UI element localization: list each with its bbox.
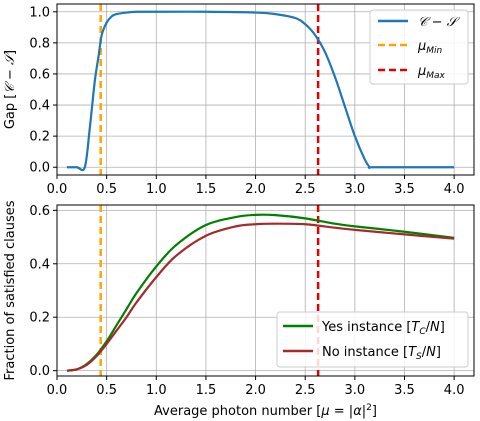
y-tick-label-fraction: 0.2 — [29, 311, 50, 326]
series-line-cs — [66, 10, 455, 172]
legend-box-fraction — [276, 311, 469, 368]
x-tick-label-fraction: 3.5 — [394, 383, 415, 398]
legend-label-yes: Yes instance [TC/N] — [321, 320, 445, 337]
axes-frame-fraction — [56, 204, 475, 377]
legend-label-mu-max-top: μMax — [417, 64, 446, 81]
y-tick-label-gap: 0.4 — [29, 99, 50, 114]
y-axis-label-fraction: Fraction of satisfied clauses — [3, 200, 18, 380]
legend-label-cs: 𝒞 − 𝒮 — [418, 15, 461, 30]
legend-box-gap — [369, 9, 469, 85]
x-tick-label-gap: 4.0 — [444, 182, 465, 197]
x-tick-label-fraction: 2.0 — [245, 383, 266, 398]
x-axis-label: Average photon number [μ = |α|2] — [154, 403, 377, 419]
legend-label-no: No instance [TS/N] — [322, 345, 441, 362]
y-tick-label-fraction: 0.0 — [29, 364, 50, 379]
legend-fraction: Yes instance [TC/N] No instance [TS/N] — [276, 311, 469, 368]
axes-frame-gap — [56, 3, 475, 176]
x-tick-label-gap: 1.0 — [146, 182, 167, 197]
x-tick-label-fraction: 2.5 — [295, 383, 316, 398]
y-tick-label-gap: 0.6 — [29, 67, 50, 82]
x-tick-label-gap: 1.5 — [196, 182, 217, 197]
x-tick-label-fraction: 0.0 — [47, 383, 68, 398]
x-tick-label-fraction: 1.5 — [196, 383, 217, 398]
x-tick-label-gap: 0.0 — [47, 182, 68, 197]
y-axis-label-gap: Gap [𝒞 − 𝒮] — [3, 50, 18, 129]
y-tick-label-gap: 1.0 — [29, 5, 50, 20]
panel-fraction: 0.0 0.5 1.0 1.5 2.0 2.5 3.0 3.5 4.00.00.20.40.6 … — [3, 200, 475, 419]
legend-label-mu-min-top: μMin — [417, 39, 443, 56]
panel-gap: 0.0 0.5 1.0 1.5 2.0 2.5 3.0 3.5 4.0 0.0 0.2 0.4 0.6 0… — [3, 3, 475, 197]
series-line-no — [66, 222, 455, 372]
x-tick-label-gap: 2.0 — [245, 182, 266, 197]
legend-gap: 𝒞 − 𝒮 μMin μMax — [369, 9, 469, 85]
y-tick-label-fraction: 0.6 — [29, 204, 50, 219]
y-tick-label-gap: 0.0 — [29, 161, 50, 176]
x-tick-label-gap: 2.5 — [295, 182, 316, 197]
x-tick-label-fraction: 0.5 — [96, 383, 117, 398]
x-tick-label-gap: 3.5 — [394, 182, 415, 197]
x-tick-label-fraction: 1.0 — [146, 383, 167, 398]
x-tick-label-fraction: 3.0 — [345, 383, 366, 398]
x-tick-label-fraction: 4.0 — [444, 383, 465, 398]
y-tick-label-fraction: 0.4 — [29, 257, 50, 272]
x-tick-label-gap: 3.0 — [345, 182, 366, 197]
x-tick-label-gap: 0.5 — [96, 182, 117, 197]
y-tick-label-gap: 0.8 — [29, 36, 50, 51]
y-tick-label-gap: 0.2 — [29, 130, 50, 145]
